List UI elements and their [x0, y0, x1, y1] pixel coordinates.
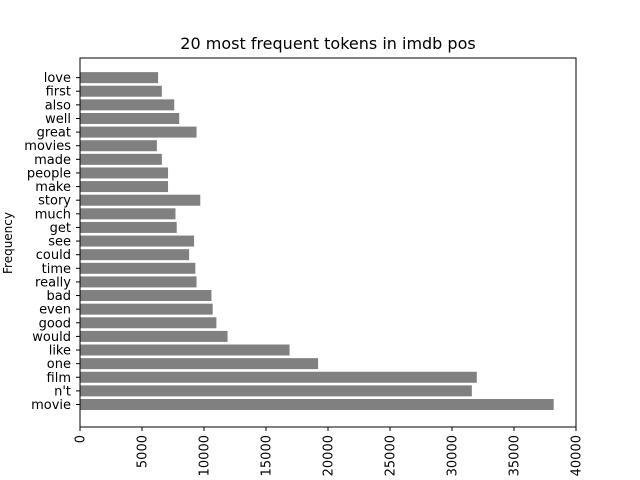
y-tick-label: n't	[54, 384, 71, 399]
y-tick-label: film	[47, 371, 71, 386]
y-tick-label: great	[37, 126, 71, 141]
x-tick-label: 0	[74, 435, 89, 443]
bar-great	[80, 126, 197, 138]
y-tick-label: like	[49, 344, 71, 359]
bar-made	[80, 153, 162, 165]
bar-even	[80, 303, 213, 315]
bar-good	[80, 317, 217, 329]
bar-one	[80, 358, 319, 370]
y-tick-label: made	[34, 153, 71, 168]
bar-like	[80, 344, 290, 356]
bar-also	[80, 99, 175, 111]
x-tick-label: 5000	[136, 435, 151, 468]
bar-really	[80, 276, 197, 288]
y-tick-label: first	[46, 85, 71, 100]
x-tick-label: 20000	[322, 435, 337, 476]
bar-first	[80, 85, 162, 97]
y-tick-label: well	[45, 112, 71, 127]
y-tick-label: movies	[24, 139, 71, 154]
y-tick-label: love	[44, 71, 71, 86]
bar-much	[80, 208, 176, 220]
bar-film	[80, 371, 477, 383]
y-tick-label: would	[32, 330, 71, 345]
y-tick-label: also	[45, 98, 71, 113]
y-tick-label: really	[35, 275, 71, 290]
x-tick-label: 30000	[446, 435, 461, 476]
y-tick-label: even	[39, 303, 71, 318]
bar-bad	[80, 290, 212, 302]
bar-could	[80, 249, 190, 261]
bar-see	[80, 235, 195, 247]
bar-story	[80, 194, 201, 206]
y-axis-label: Frequency	[1, 212, 15, 274]
y-tick-label: people	[27, 166, 71, 181]
bar-time	[80, 262, 196, 274]
bar-get	[80, 221, 177, 233]
y-tick-label: time	[42, 262, 71, 277]
x-tick-label: 35000	[508, 435, 523, 476]
y-tick-label: get	[50, 221, 71, 236]
bar-would	[80, 330, 228, 342]
y-tick-label: could	[36, 248, 71, 263]
bar-n't	[80, 385, 472, 397]
x-tick-label: 15000	[260, 435, 275, 476]
bar-people	[80, 167, 169, 179]
y-tick-label: much	[35, 207, 71, 222]
x-tick-label: 10000	[198, 435, 213, 476]
bar-movie	[80, 399, 554, 410]
x-tick-label: 25000	[384, 435, 399, 476]
y-tick-label: good	[39, 316, 71, 331]
y-tick-label: make	[35, 180, 71, 195]
y-tick-label: movie	[31, 398, 71, 413]
bars-group	[80, 72, 554, 410]
bar-love	[80, 72, 159, 84]
chart-title: 20 most frequent tokens in imdb pos	[180, 34, 475, 53]
x-axis-ticks: 0 5000 10000 15000 20000 25000 30000 35000 40000	[74, 427, 585, 476]
y-tick-label: story	[38, 194, 71, 209]
y-tick-label: one	[47, 357, 71, 372]
x-tick-label: 40000	[570, 435, 585, 476]
bar-movies	[80, 140, 157, 152]
y-tick-label: bad	[47, 289, 71, 304]
bar-make	[80, 181, 169, 193]
y-axis-ticks: movien'tfilmonelikewouldgoodevenbadreall…	[24, 71, 80, 413]
y-tick-label: see	[48, 235, 71, 250]
plot-frame	[79, 57, 577, 428]
bar-well	[80, 112, 180, 124]
